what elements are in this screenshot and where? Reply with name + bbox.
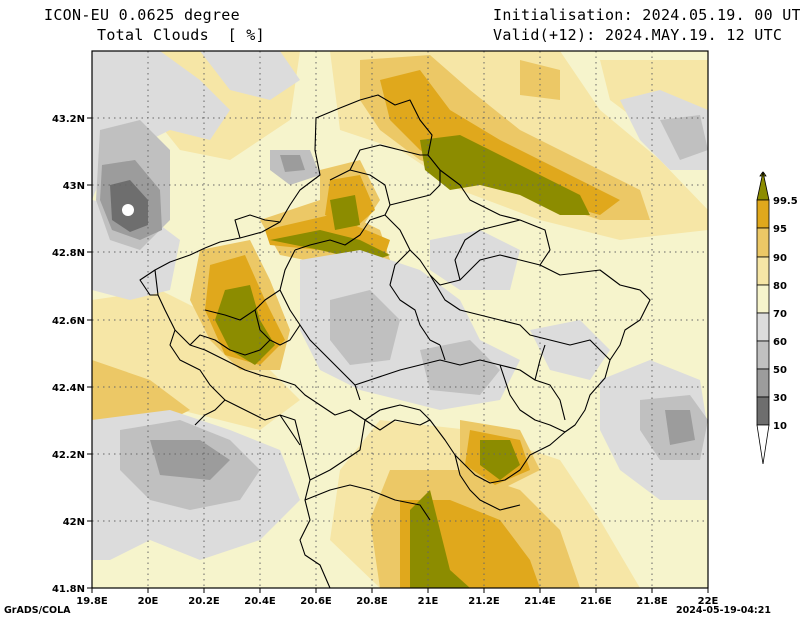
lon-label: 21E <box>418 596 439 607</box>
lon-tick-labels: 19.8E 20E 20.2E 20.4E 20.6E 20.8E 21E 21… <box>76 596 718 607</box>
lon-label: 21.6E <box>580 596 612 607</box>
render-timestamp: 2024-05-19-04:21 <box>676 605 771 616</box>
country-borders <box>139 94 651 589</box>
valid-time: Valid(+12): 2024.MAY.19. 12 UTC <box>493 26 783 44</box>
lat-label: 42N <box>63 517 85 528</box>
colorbar <box>756 171 770 465</box>
lon-label: 22E <box>698 596 719 607</box>
lat-label: 42.2N <box>52 450 85 461</box>
colorbar-label: 95 <box>773 224 787 235</box>
lon-label: 20.8E <box>356 596 388 607</box>
lat-label: 41.8N <box>52 584 85 595</box>
lon-label: 20.2E <box>188 596 220 607</box>
lon-label: 21.8E <box>636 596 668 607</box>
cloud-field <box>92 51 708 588</box>
lat-label: 42.6N <box>52 316 85 327</box>
lon-label: 20.4E <box>244 596 276 607</box>
colorbar-label: 60 <box>773 337 787 348</box>
colorbar-label: 90 <box>773 253 787 264</box>
axis-ticks <box>87 117 709 593</box>
credit-label: GrADS/COLA <box>4 605 71 616</box>
colorbar-label: 30 <box>773 393 787 404</box>
lon-label: 21.2E <box>468 596 500 607</box>
colorbar-label: 80 <box>773 281 787 292</box>
lon-label: 20E <box>138 596 159 607</box>
variable-title: Total Clouds [ %] <box>97 26 265 44</box>
colorbar-labels: 99.5 95 90 80 70 60 50 30 10 <box>773 196 798 432</box>
lat-label: 43N <box>63 181 85 192</box>
lat-label: 42.8N <box>52 248 85 259</box>
init-time: Initialisation: 2024.05.19. 00 UTC <box>493 6 800 24</box>
lon-label: 21.4E <box>524 596 556 607</box>
grid-lines <box>92 51 708 588</box>
colorbar-label: 99.5 <box>773 196 798 207</box>
lat-label: 43.2N <box>52 114 85 125</box>
lat-tick-labels: 43.2N 43N 42.8N 42.6N 42.4N 42.2N 42N 41… <box>52 114 85 595</box>
lat-label: 42.4N <box>52 383 85 394</box>
colorbar-label: 10 <box>773 421 787 432</box>
colorbar-label: 70 <box>773 309 787 320</box>
colorbar-label: 50 <box>773 365 787 376</box>
model-title: ICON-EU 0.0625 degree <box>44 6 240 24</box>
lon-label: 20.6E <box>300 596 332 607</box>
lon-label: 19.8E <box>76 596 108 607</box>
